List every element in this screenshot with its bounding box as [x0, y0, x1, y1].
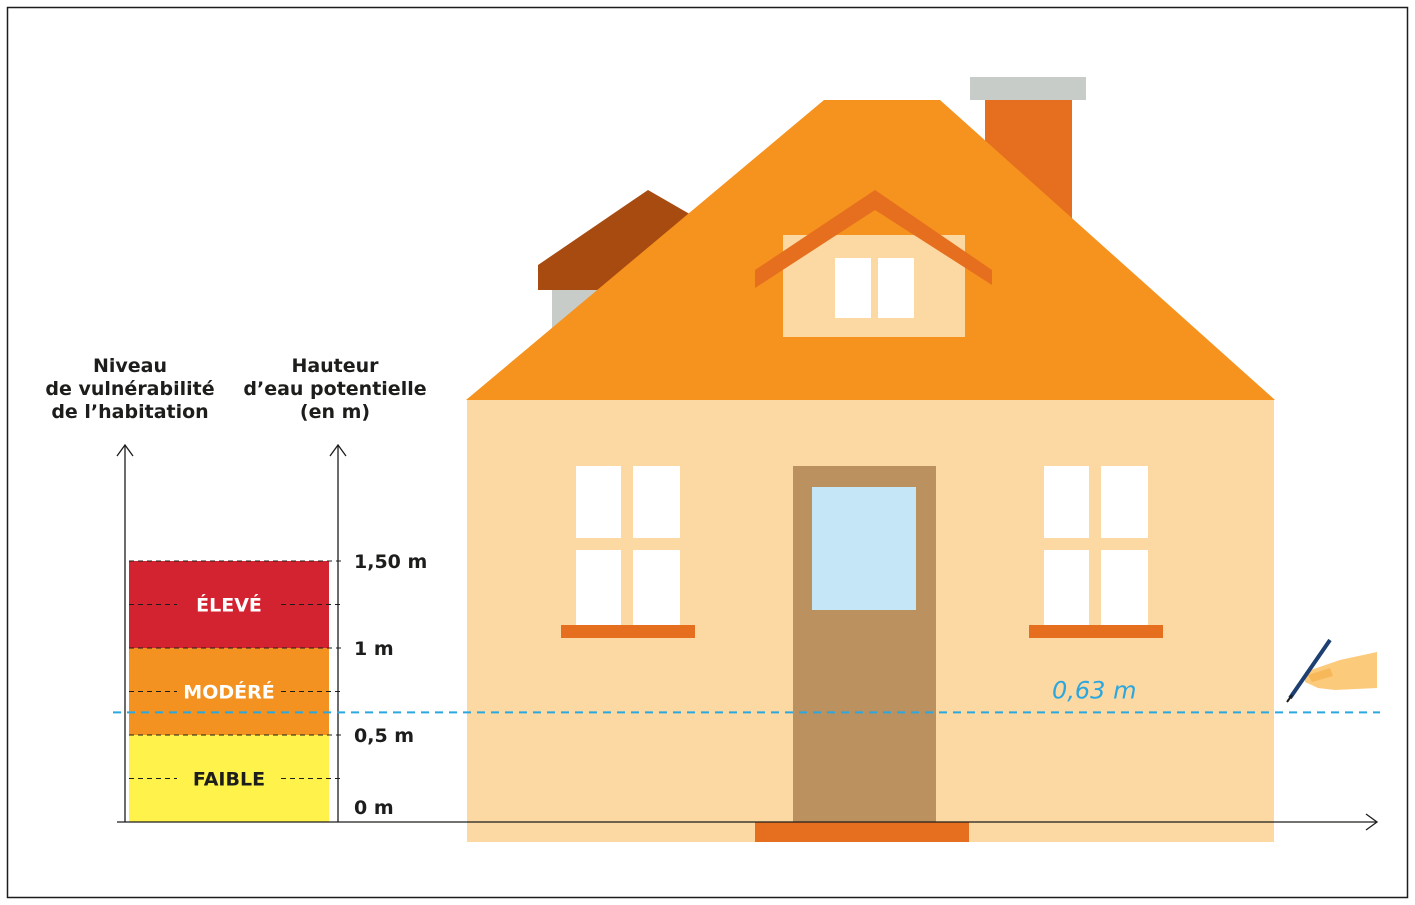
- right-window: [1029, 466, 1163, 638]
- axes: [116, 443, 1379, 831]
- height-header-line: Hauteur: [291, 355, 379, 377]
- height-ticks: 0 m 0,5 m 1 m 1,50 m: [129, 551, 427, 819]
- height-header-line: (en m): [299, 401, 371, 423]
- vulnerability-axis-arrow: [116, 443, 134, 457]
- tick-label: 0 m: [354, 797, 394, 819]
- door-step: [755, 822, 969, 842]
- door-glass: [812, 487, 916, 610]
- level-band-1: [129, 648, 329, 735]
- tick-label: 1,50 m: [354, 551, 427, 573]
- tick-label: 1 m: [354, 638, 394, 660]
- level-label: ÉLEVÉ: [196, 594, 262, 617]
- frame-border: [6, 6, 1409, 899]
- level-label: MODÉRÉ: [183, 681, 274, 704]
- hand-with-pen-icon: [1286, 638, 1377, 703]
- dormer-window-left: [835, 258, 871, 318]
- dormer-window-right: [878, 258, 914, 318]
- level-band-2: [129, 561, 329, 648]
- height-header-line: d’eau potentielle: [243, 378, 427, 400]
- vulnerability-header-line: de vulnérabilité: [45, 378, 215, 400]
- level-label: FAIBLE: [193, 769, 265, 791]
- vulnerability-levels: FAIBLE MODÉRÉ ÉLEVÉ: [129, 561, 344, 822]
- height-axis-arrow: [329, 443, 347, 457]
- dormer-roof: [755, 190, 992, 288]
- level-band-0: [129, 735, 329, 822]
- house: [466, 77, 1275, 842]
- water-level-label: 0,63 m: [1052, 676, 1136, 704]
- vulnerability-header-line: Niveau: [92, 355, 168, 377]
- height-axis-header: Hauteur d’eau potentielle (en m): [230, 355, 440, 424]
- dormer-wall: [783, 235, 965, 337]
- vulnerability-axis-header: Niveau de vulnérabilité de l’habitation: [20, 355, 240, 424]
- chimney-cap: [970, 77, 1086, 100]
- vulnerability-header-line: de l’habitation: [51, 401, 209, 423]
- tick-label: 0,5 m: [354, 725, 414, 747]
- left-window: [561, 466, 695, 638]
- ground-axis-arrow: [1365, 813, 1379, 831]
